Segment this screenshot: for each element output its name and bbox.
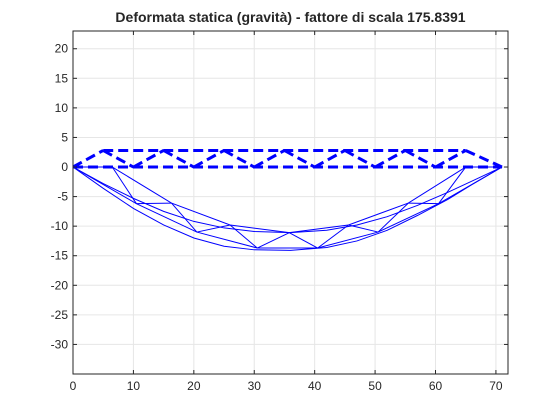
undeformed-truss-member — [223, 149, 255, 169]
y-tick-label: -20 — [51, 278, 69, 292]
deformed-truss-member — [317, 224, 349, 249]
x-tick-label: 40 — [308, 379, 322, 393]
plot-area — [73, 148, 503, 251]
undeformed-truss-member — [404, 149, 437, 169]
undeformed-truss-member — [313, 149, 346, 169]
y-tick-label: 10 — [55, 101, 69, 115]
y-tick-label: -30 — [51, 337, 69, 351]
x-tick-label: 70 — [489, 379, 503, 393]
y-tick-label: -25 — [51, 308, 69, 322]
y-tick-label: 20 — [55, 42, 69, 56]
deformed-truss-member — [348, 224, 379, 233]
undeformed-truss-member — [162, 149, 195, 169]
deformed-chord-curves-curve — [73, 166, 503, 251]
undeformed-truss-member — [102, 149, 135, 169]
undeformed-truss-member — [434, 149, 467, 169]
undeformed-truss-member — [253, 149, 286, 169]
x-tick-label: 50 — [368, 379, 382, 393]
x-tick-label: 20 — [187, 379, 201, 393]
undeformed-truss-member — [193, 149, 225, 169]
deformed-truss-member — [257, 232, 290, 249]
x-tick-label: 10 — [127, 379, 141, 393]
deformed-truss-member — [438, 166, 467, 204]
y-tick-label: 15 — [55, 71, 69, 85]
x-tick-label: 60 — [429, 379, 443, 393]
deformed-truss-member — [73, 166, 503, 249]
chart-title: Deformata statica (gravità) - fattore di… — [115, 9, 465, 25]
y-tick-label: -15 — [51, 249, 69, 263]
x-tick-label: 0 — [70, 379, 77, 393]
x-tick-label: 30 — [248, 379, 262, 393]
y-tick-label: -5 — [57, 190, 68, 204]
axes-box — [72, 30, 509, 375]
undeformed-truss-member — [465, 149, 503, 169]
undeformed-truss-member — [132, 149, 165, 169]
y-tick-label: -10 — [51, 219, 69, 233]
undeformed-truss-member — [344, 149, 376, 169]
undeformed-truss-member — [374, 149, 407, 169]
deformed-truss-member — [289, 232, 318, 249]
y-tick-label: 0 — [61, 160, 68, 174]
deformed-truss-member — [196, 224, 231, 233]
deformed-truss-member — [377, 202, 409, 233]
deformed-truss-member — [171, 202, 198, 233]
deformed-chord-curves-curve — [73, 166, 503, 234]
deformed-truss-member — [136, 202, 172, 205]
undeformed-truss-member — [73, 149, 104, 169]
y-tick-label: 5 — [61, 130, 68, 144]
deformed-truss-member — [112, 166, 466, 234]
undeformed-truss-member — [283, 149, 316, 169]
